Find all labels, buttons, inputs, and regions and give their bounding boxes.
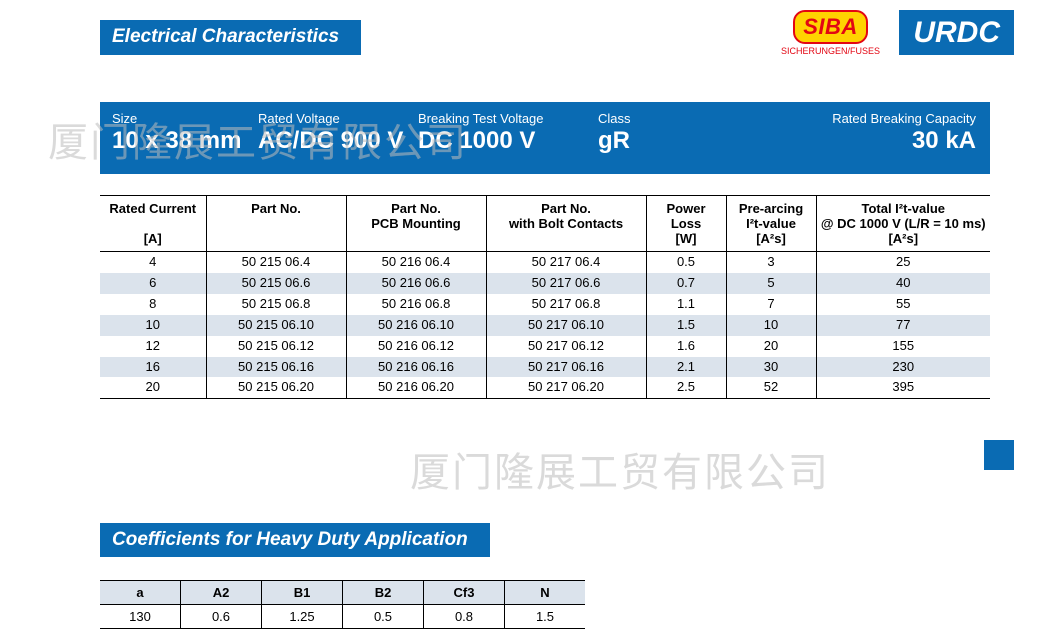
coef-header: B2: [343, 581, 424, 605]
cell: 50 215 06.6: [206, 273, 346, 294]
cell: 77: [816, 315, 990, 336]
col-part-no-pcb: Part No.PCB Mounting: [346, 196, 486, 252]
cell: 50 217 06.4: [486, 251, 646, 272]
col-part-no-bolt: Part No.with Bolt Contacts: [486, 196, 646, 252]
cell: 2.1: [646, 357, 726, 378]
rated-voltage-value: AC/DC 900 V: [258, 128, 403, 154]
coef-cell: 0.6: [181, 605, 262, 629]
coef-header: a: [100, 581, 181, 605]
col-prearcing: Pre-arcingI²t-value[A²s]: [726, 196, 816, 252]
cell: 10: [726, 315, 816, 336]
cell: 1.1: [646, 294, 726, 315]
size-label: Size: [112, 112, 241, 126]
cell: 20: [726, 336, 816, 357]
brand-logo-sub: SICHERUNGEN/FUSES: [781, 46, 880, 56]
cell: 4: [100, 251, 206, 272]
cell: 8: [100, 294, 206, 315]
cell: 230: [816, 357, 990, 378]
cell: 1.6: [646, 336, 726, 357]
table-row: 1250 215 06.1250 216 06.1250 217 06.121.…: [100, 336, 990, 357]
cell: 2.5: [646, 377, 726, 398]
cell: 20: [100, 377, 206, 398]
coef-cell: 1.25: [262, 605, 343, 629]
class-value: gR: [598, 128, 631, 154]
class-label: Class: [598, 112, 631, 126]
cell: 50 215 06.10: [206, 315, 346, 336]
break-voltage-value: DC 1000 V: [418, 128, 544, 154]
table-row: 1650 215 06.1650 216 06.1650 217 06.162.…: [100, 357, 990, 378]
table-row: 850 215 06.850 216 06.850 217 06.81.1755: [100, 294, 990, 315]
cell: 50 216 06.10: [346, 315, 486, 336]
table-row: 2050 215 06.2050 216 06.2050 217 06.202.…: [100, 377, 990, 398]
spec-band: Size 10 x 38 mm Rated Voltage AC/DC 900 …: [100, 102, 990, 174]
cell: 50 215 06.8: [206, 294, 346, 315]
section-title-2-text: Coefficients for Heavy Duty Application: [112, 529, 468, 550]
cell: 16: [100, 357, 206, 378]
section-title-text: Electrical Characteristics: [112, 26, 339, 47]
watermark: 厦门隆展工贸有限公司: [410, 440, 830, 498]
section-title-2: Coefficients for Heavy Duty Application: [100, 523, 490, 557]
cell: 50 215 06.20: [206, 377, 346, 398]
cell: 50 216 06.20: [346, 377, 486, 398]
col-part-no: Part No.: [206, 196, 346, 252]
spec-table: Rated Current[A] Part No. Part No.PCB Mo…: [100, 195, 990, 399]
series-badge: URDC: [899, 10, 1014, 55]
rbc-value: 30 kA: [832, 128, 976, 154]
cell: 50 217 06.16: [486, 357, 646, 378]
coef-cell: 0.8: [424, 605, 505, 629]
cell: 12: [100, 336, 206, 357]
cell: 395: [816, 377, 990, 398]
brand-logo: SIBA SICHERUNGEN/FUSES: [781, 10, 880, 56]
coef-header: A2: [181, 581, 262, 605]
cell: 50 217 06.6: [486, 273, 646, 294]
coef-header: B1: [262, 581, 343, 605]
cell: 50 217 06.10: [486, 315, 646, 336]
coef-cell: 1.5: [505, 605, 586, 629]
section-title: Electrical Characteristics: [100, 20, 361, 55]
coef-header: Cf3: [424, 581, 505, 605]
cell: 52: [726, 377, 816, 398]
cell: 50 217 06.20: [486, 377, 646, 398]
cell: 7: [726, 294, 816, 315]
cell: 6: [100, 273, 206, 294]
cell: 1.5: [646, 315, 726, 336]
break-voltage-label: Breaking Test Voltage: [418, 112, 544, 126]
rbc-label: Rated Breaking Capacity: [832, 112, 976, 126]
col-total-i2t: Total I²t-value@ DC 1000 V (L/R = 10 ms)…: [816, 196, 990, 252]
cell: 30: [726, 357, 816, 378]
accent-square: [984, 440, 1014, 470]
cell: 50 215 06.4: [206, 251, 346, 272]
cell: 10: [100, 315, 206, 336]
table-row: 650 215 06.650 216 06.650 217 06.60.7540: [100, 273, 990, 294]
cell: 50 216 06.4: [346, 251, 486, 272]
cell: 55: [816, 294, 990, 315]
col-power-loss: PowerLoss[W]: [646, 196, 726, 252]
cell: 3: [726, 251, 816, 272]
cell: 25: [816, 251, 990, 272]
cell: 50 215 06.16: [206, 357, 346, 378]
rated-voltage-label: Rated Voltage: [258, 112, 403, 126]
cell: 5: [726, 273, 816, 294]
coef-table: aA2B1B2Cf3N 1300.61.250.50.81.5: [100, 580, 585, 629]
table-row: 450 215 06.450 216 06.450 217 06.40.5325: [100, 251, 990, 272]
cell: 50 217 06.12: [486, 336, 646, 357]
cell: 0.7: [646, 273, 726, 294]
size-value: 10 x 38 mm: [112, 128, 241, 154]
brand-logo-text: SIBA: [793, 10, 868, 44]
coef-cell: 130: [100, 605, 181, 629]
series-text: URDC: [913, 16, 1000, 49]
coef-header: N: [505, 581, 586, 605]
cell: 50 217 06.8: [486, 294, 646, 315]
cell: 50 216 06.6: [346, 273, 486, 294]
col-rated-current: Rated Current[A]: [100, 196, 206, 252]
cell: 50 215 06.12: [206, 336, 346, 357]
cell: 0.5: [646, 251, 726, 272]
cell: 50 216 06.8: [346, 294, 486, 315]
cell: 50 216 06.16: [346, 357, 486, 378]
coef-cell: 0.5: [343, 605, 424, 629]
cell: 50 216 06.12: [346, 336, 486, 357]
cell: 155: [816, 336, 990, 357]
table-row: 1050 215 06.1050 216 06.1050 217 06.101.…: [100, 315, 990, 336]
cell: 40: [816, 273, 990, 294]
